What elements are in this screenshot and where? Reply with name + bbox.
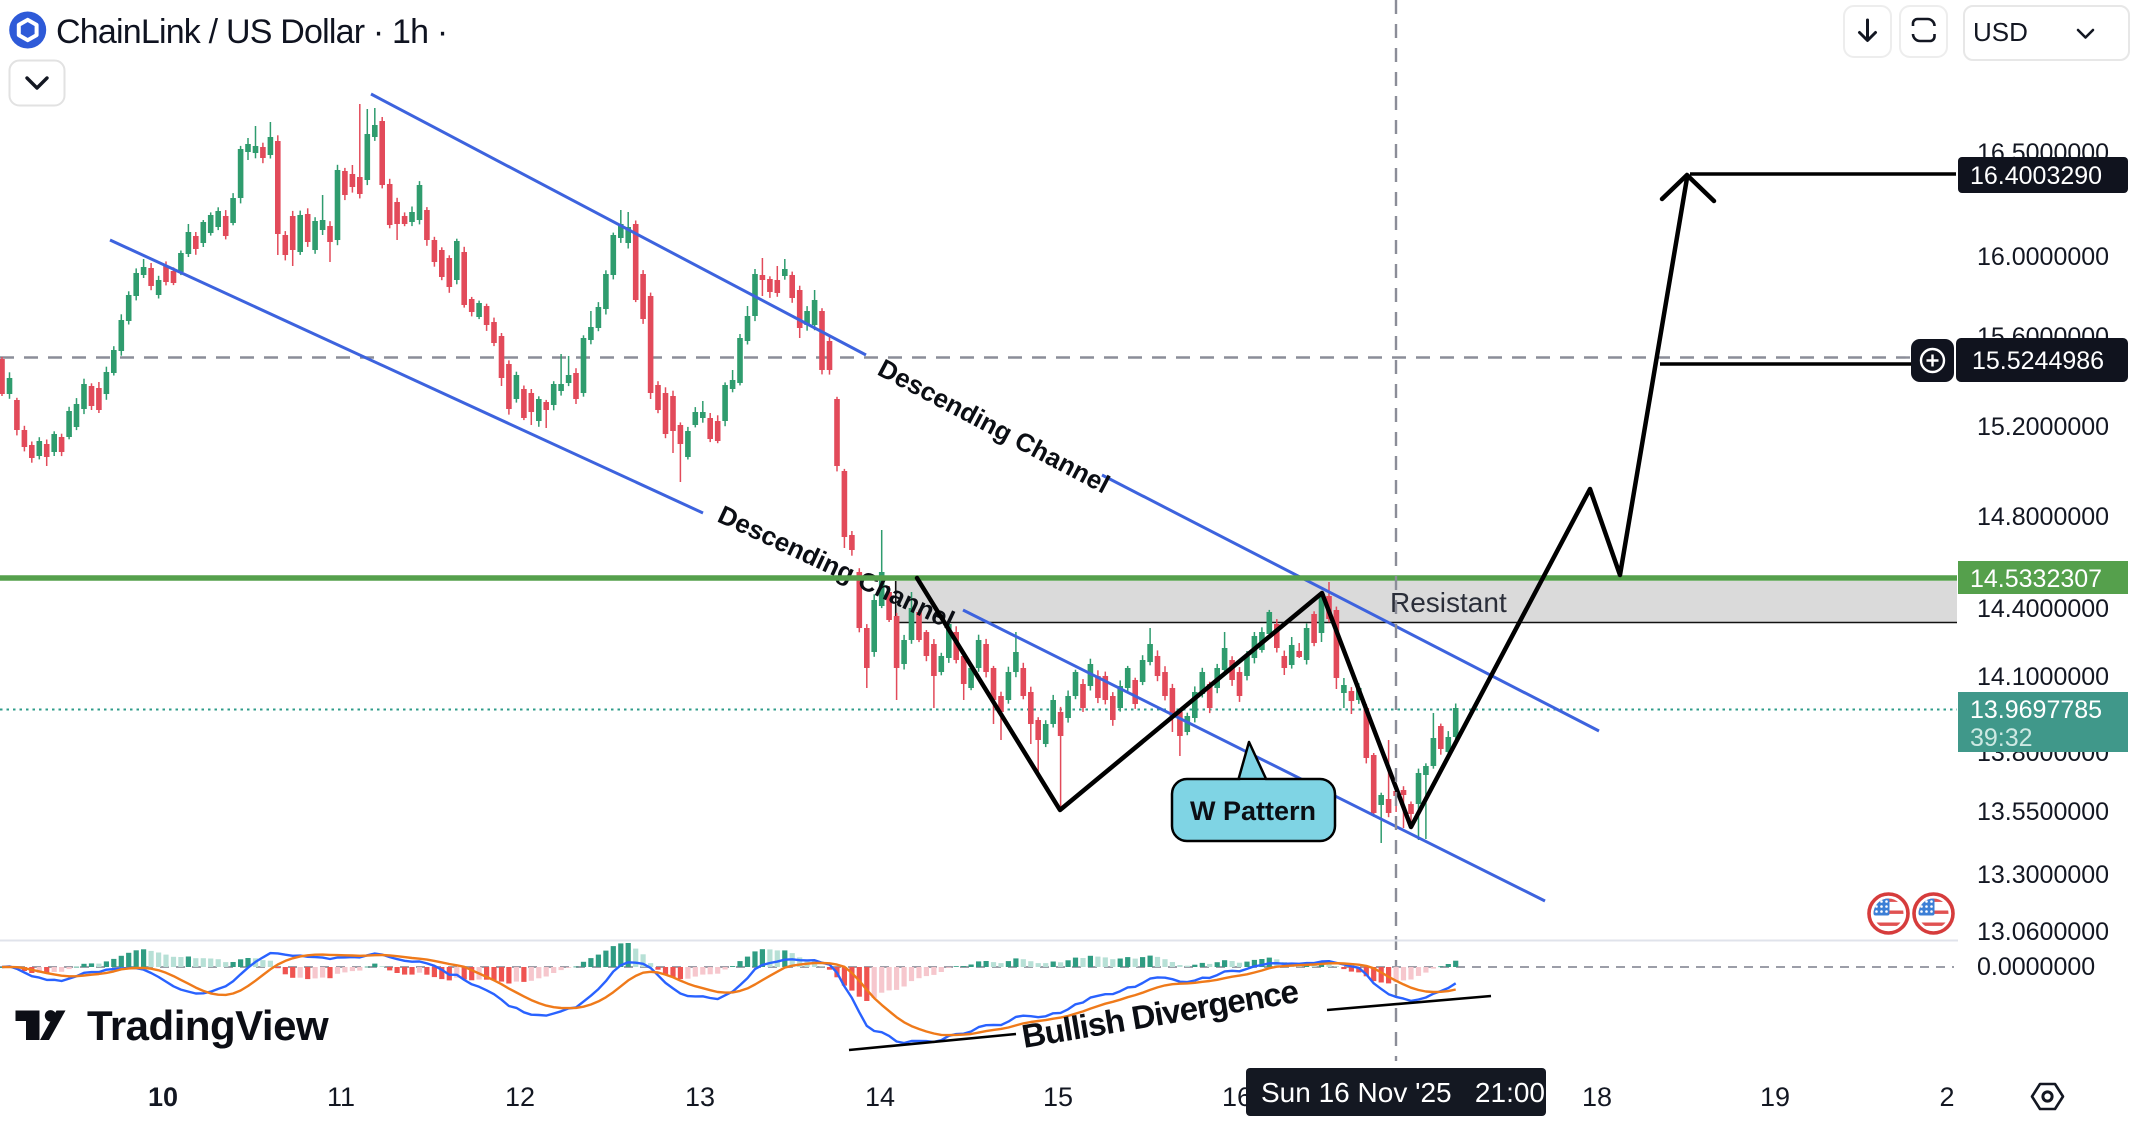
svg-text:14: 14 bbox=[865, 1082, 895, 1112]
svg-text:13: 13 bbox=[685, 1082, 715, 1112]
svg-text:15.5244986: 15.5244986 bbox=[1972, 347, 2104, 375]
svg-text:Resistant: Resistant bbox=[1390, 587, 1507, 618]
svg-text:15: 15 bbox=[1043, 1082, 1073, 1112]
svg-text:12: 12 bbox=[505, 1082, 535, 1112]
svg-text:W Pattern: W Pattern bbox=[1190, 796, 1316, 826]
svg-text:13.9697785: 13.9697785 bbox=[1970, 696, 2102, 724]
svg-text:14.4000000: 14.4000000 bbox=[1977, 595, 2109, 623]
svg-text:ChainLink / US Dollar · 1h ·: ChainLink / US Dollar · 1h · bbox=[56, 13, 447, 51]
svg-text:14.1000000: 14.1000000 bbox=[1977, 663, 2109, 691]
svg-text:11: 11 bbox=[327, 1082, 355, 1112]
svg-text:2: 2 bbox=[1939, 1082, 1954, 1112]
svg-text:13.3000000: 13.3000000 bbox=[1977, 861, 2109, 889]
svg-text:16.4003290: 16.4003290 bbox=[1970, 162, 2102, 190]
svg-text:15.2000000: 15.2000000 bbox=[1977, 413, 2109, 441]
svg-text:Sun 16 Nov '25 21:00: Sun 16 Nov '25 21:00 bbox=[1261, 1077, 1545, 1108]
svg-text:16.0000000: 16.0000000 bbox=[1977, 243, 2109, 271]
svg-text:13.5500000: 13.5500000 bbox=[1977, 798, 2109, 826]
svg-text:14.8000000: 14.8000000 bbox=[1977, 503, 2109, 531]
svg-text:0.0000000: 0.0000000 bbox=[1977, 953, 2095, 981]
svg-text:39:32: 39:32 bbox=[1970, 724, 2033, 752]
svg-text:19: 19 bbox=[1760, 1082, 1790, 1112]
svg-text:14.5332307: 14.5332307 bbox=[1970, 565, 2102, 593]
svg-text:TradingView: TradingView bbox=[87, 1002, 329, 1049]
svg-text:18: 18 bbox=[1582, 1082, 1612, 1112]
svg-text:13.0600000: 13.0600000 bbox=[1977, 918, 2109, 946]
svg-text:10: 10 bbox=[148, 1082, 178, 1112]
svg-text:USD: USD bbox=[1973, 17, 2028, 47]
